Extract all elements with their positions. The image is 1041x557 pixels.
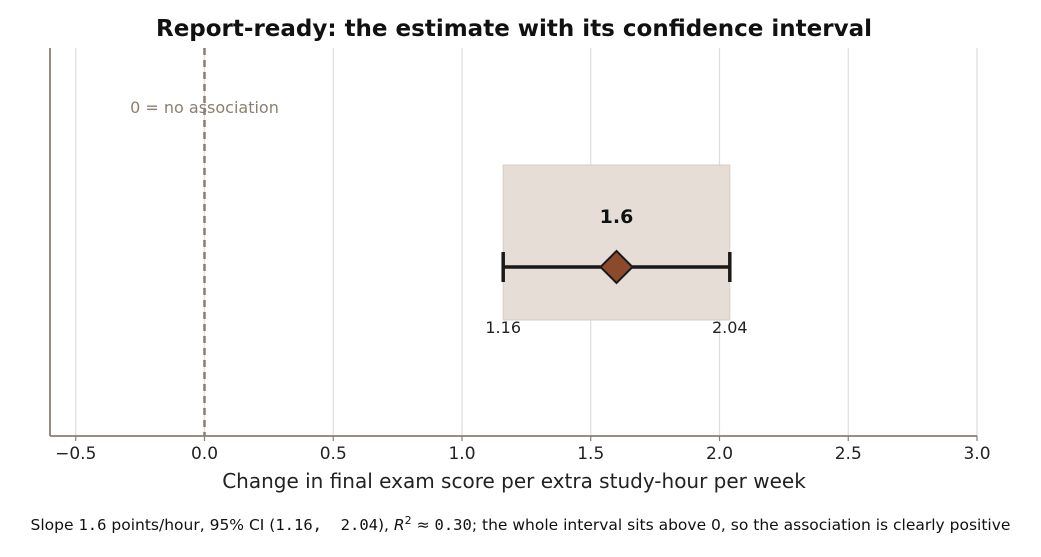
x-tick-label: 3.0 xyxy=(963,444,990,464)
caption-approx: ≈ xyxy=(411,516,435,535)
x-tick-label: 1.5 xyxy=(577,444,604,464)
caption-r2-exponent: 2 xyxy=(404,514,412,527)
estimate-label: 1.6 xyxy=(600,206,634,228)
caption-text-2: points/hour, 95% CI ( xyxy=(106,516,276,535)
caption-text-1: Slope xyxy=(30,516,79,535)
caption-text-5: ; the whole interval sits above 0, so th… xyxy=(471,516,1011,535)
caption-r2-value: 0.30 xyxy=(434,516,472,535)
ci-upper-label: 2.04 xyxy=(712,318,748,337)
caption-text-3: ), xyxy=(377,516,394,535)
chart-title: Report-ready: the estimate with its conf… xyxy=(156,16,872,42)
caption-slope: 1.6 xyxy=(78,516,107,535)
x-tick-label: −0.5 xyxy=(55,444,96,464)
chart-caption: Slope 1.6 points/hour, 95% CI (1.16, 2.0… xyxy=(0,514,1041,534)
caption-r2-symbol: R xyxy=(393,516,405,535)
reference-line-label: 0 = no association xyxy=(130,98,279,117)
x-tick-label: 2.5 xyxy=(835,444,862,464)
x-axis-label: Change in final exam score per extra stu… xyxy=(222,469,806,493)
x-axis-ticks: −0.5 0.0 0.5 1.0 1.5 2.0 2.5 3.0 xyxy=(55,436,991,464)
x-tick-label: 0.0 xyxy=(191,444,218,464)
x-tick-label: 1.0 xyxy=(448,444,475,464)
caption-ci: 1.16, 2.04 xyxy=(275,516,378,535)
estimate-point xyxy=(599,249,634,285)
ci-band xyxy=(502,164,731,321)
ci-lower-label: 1.16 xyxy=(485,318,521,337)
x-tick-label: 0.5 xyxy=(320,444,347,464)
x-tick-label: 2.0 xyxy=(706,444,733,464)
